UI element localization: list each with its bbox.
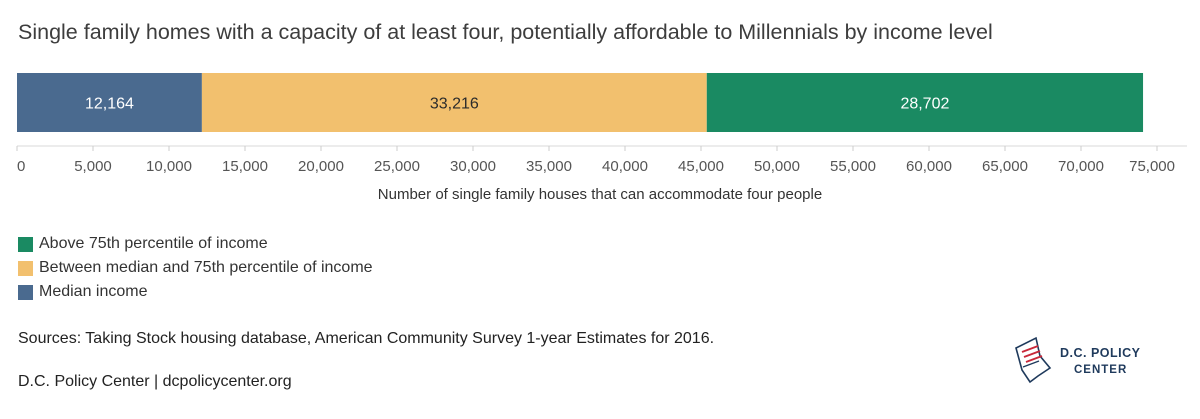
x-tick-label: 25,000 [374, 158, 420, 175]
x-tick-label: 60,000 [906, 158, 952, 175]
bar-segment-3 [706, 73, 1144, 132]
x-tick-label: 70,000 [1058, 158, 1104, 175]
x-tick-label: 5,000 [74, 158, 112, 175]
chart-title: Single family homes with a capacity of a… [18, 20, 993, 44]
bar-data-label-2: 33,216 [430, 96, 479, 113]
legend-label: Between median and 75th percentile of in… [39, 259, 373, 276]
x-tick-label: 45,000 [678, 158, 724, 175]
x-tick-label: 15,000 [222, 158, 268, 175]
dc-map-icon [1015, 336, 1052, 384]
legend-label: Median income [39, 283, 148, 300]
x-tick-label: 0 [17, 158, 25, 175]
legend-item-above-75th: Above 75th percentile of income [18, 232, 373, 256]
x-axis-ticks: 0 5,000 10,000 15,000 20,000 25,000 30,000 35,0… [16, 146, 1175, 175]
legend-swatch [18, 236, 33, 252]
legend-swatch [18, 284, 33, 300]
legend-item-median-income: Median income [18, 280, 373, 304]
bar-group: 12,164 33,216 28,702 [17, 73, 1144, 132]
source-note: Sources: Taking Stock housing database, … [18, 330, 715, 347]
x-tick-label: 30,000 [450, 158, 496, 175]
stacked-bar-chart: 12,164 33,216 28,702 0 5,000 10,000 15,000 20,… [16, 73, 1187, 203]
legend-item-between-median-75th: Between median and 75th percentile of in… [18, 256, 373, 280]
legend: Above 75th percentile of income Between … [18, 232, 373, 304]
x-tick-label: 75,000 [1129, 158, 1175, 175]
bar-data-label-1: 12,164 [85, 96, 134, 113]
x-tick-label: 40,000 [602, 158, 648, 175]
bar-segment-1 [17, 73, 202, 132]
x-tick-label: 65,000 [982, 158, 1028, 175]
x-tick-label: 55,000 [830, 158, 876, 175]
legend-label: Above 75th percentile of income [39, 235, 268, 252]
x-tick-label: 35,000 [526, 158, 572, 175]
credit-line: D.C. Policy Center | dcpolicycenter.org [18, 373, 292, 390]
dc-policy-center-logo: D.C. POLICY CENTER [1008, 330, 1158, 390]
x-axis-label: Number of single family houses that can … [378, 186, 822, 203]
x-tick-label: 20,000 [298, 158, 344, 175]
x-tick-label: 50,000 [754, 158, 800, 175]
logo-text-line2: CENTER [1074, 364, 1128, 376]
bar-data-label-3: 28,702 [900, 96, 949, 113]
legend-swatch [18, 260, 33, 276]
logo-text-line1: D.C. POLICY [1060, 346, 1141, 360]
bar-segment-2 [201, 73, 707, 132]
x-tick-label: 10,000 [146, 158, 192, 175]
